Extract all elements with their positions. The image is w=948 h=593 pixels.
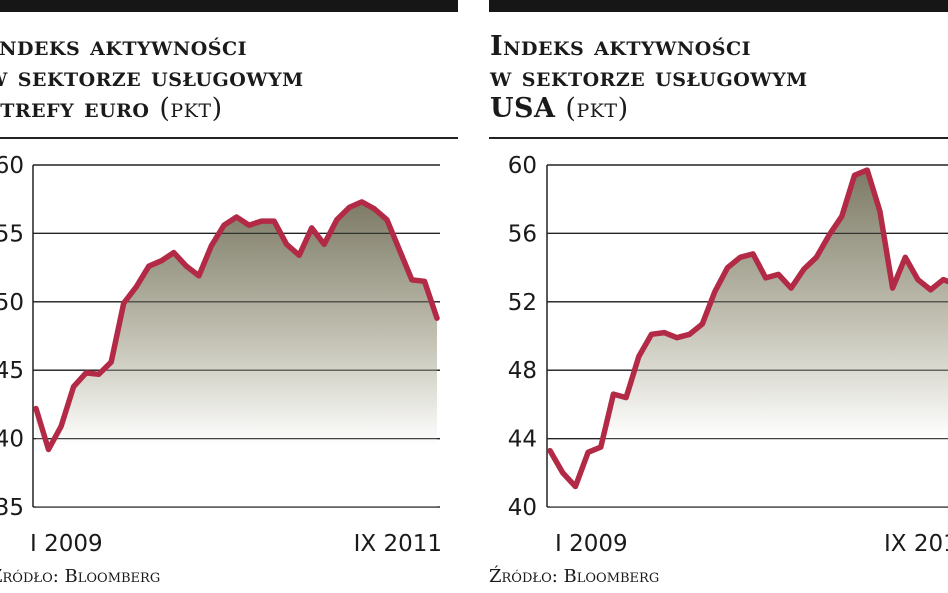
y-tick-label: 48	[508, 358, 537, 384]
right-title-line-2: w sektorze usługowym	[490, 62, 808, 93]
left-title-unit: (pkt)	[159, 93, 223, 124]
y-tick-label: 40	[508, 495, 537, 521]
area-fill	[36, 201, 437, 507]
right-title-unit: (pkt)	[565, 93, 629, 124]
x-tick-label: I 2009	[555, 531, 628, 557]
left-title-rule	[0, 137, 458, 139]
right-top-bar	[489, 0, 948, 12]
left-title-line-2: w sektorze usługowym	[0, 62, 304, 93]
x-tick-label: IX 2011	[354, 531, 442, 557]
y-tick-label: 50	[0, 290, 24, 316]
right-chart: 60 56 52 48 44 40 I 2009 IX 2011	[508, 153, 948, 557]
right-chart-title: Indeks aktywności w sektorze usługowym U…	[490, 31, 808, 124]
y-tick-label: 44	[508, 427, 537, 453]
left-title-line-1: Indeks aktywności	[0, 31, 248, 62]
y-tick-label: 40	[0, 427, 24, 453]
area-fill	[550, 170, 948, 507]
left-chart: 60 55 50 45 40 35I 2009 IX 2011	[0, 153, 442, 557]
y-tick-label: 56	[508, 221, 537, 247]
left-title-line-3: strefy euro	[0, 93, 150, 124]
right-source: Źródło: Bloomberg	[489, 566, 660, 587]
x-tick-label: IX 2011	[884, 531, 948, 557]
y-tick-label: 52	[508, 290, 537, 316]
right-title-line-3: USA	[490, 93, 556, 124]
y-tick-label: 60	[508, 153, 537, 179]
left-chart-title: Indeks aktywności w sektorze usługowym s…	[0, 31, 304, 124]
right-title-line-1: Indeks aktywności	[490, 31, 752, 62]
y-tick-label: 35	[0, 495, 24, 521]
left-source: Źródło: Bloomberg	[0, 566, 161, 587]
y-tick-label: 60	[0, 153, 24, 179]
y-tick-label: 55	[0, 221, 24, 247]
y-tick-label: 45	[0, 358, 24, 384]
left-top-bar	[0, 0, 458, 12]
right-title-rule	[489, 137, 948, 139]
x-tick-label: I 2009	[30, 531, 103, 557]
